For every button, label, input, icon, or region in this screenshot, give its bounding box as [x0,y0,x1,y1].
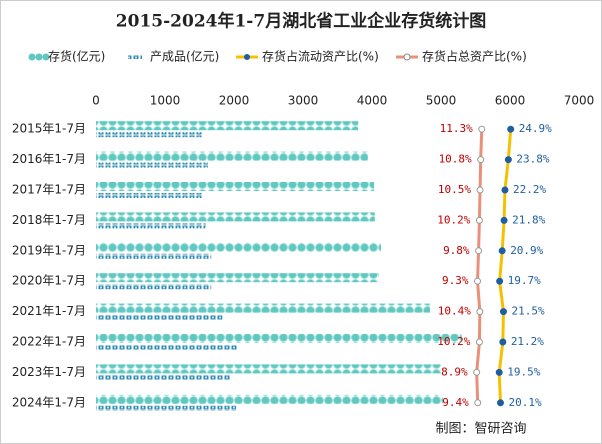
data-label: 24.9% [519,122,552,135]
y-tick-label: 2021年1-7月 [12,304,86,318]
point [473,368,481,376]
data-label: 23.8% [516,153,549,166]
x-tick-label: 2000 [219,94,250,108]
point [501,186,509,194]
x-tick-label: 4000 [357,94,388,108]
data-label: 21.5% [511,305,544,318]
x-tick-label: 3000 [288,94,319,108]
point [476,186,484,194]
data-label: 11.3% [440,122,473,135]
line [475,129,484,403]
point [499,308,507,316]
bar [96,121,359,131]
data-label: 21.2% [511,335,544,348]
x-tick-label: 0 [92,94,100,108]
legend-swatch [42,53,50,61]
x-tick-label: 7000 [564,94,595,108]
data-label: 20.1% [508,396,541,409]
data-label: 19.7% [508,274,541,287]
chart-title: 2015-2024年1-7月湖北省工业企业存货统计图 [116,11,486,32]
data-label: 9.8% [443,244,470,257]
point [475,338,483,346]
legend-label: 存货占总资产比(%) [422,49,527,64]
bar [96,253,212,259]
data-label: 9.4% [442,396,469,409]
y-tick-label: 2015年1-7月 [12,122,86,136]
bar [96,132,203,138]
bar [96,334,462,343]
data-label: 10.2% [437,335,470,348]
y-tick-label: 2022年1-7月 [12,335,86,349]
x-tick-label: 6000 [495,94,526,108]
y-tick-label: 2019年1-7月 [12,243,86,257]
data-label: 10.5% [438,183,471,196]
point [496,277,504,285]
bar [96,303,430,313]
bar [96,364,441,374]
legend-swatch [28,53,36,61]
data-label: 10.8% [439,153,472,166]
point [477,156,485,164]
data-label: 22.2% [513,183,546,196]
point [475,216,483,224]
y-tick-label: 2020年1-7月 [12,274,86,288]
bar [96,193,203,198]
data-label: 9.3% [442,274,469,287]
point [476,308,484,316]
y-tick-label: 2017年1-7月 [12,183,86,197]
legend-label: 存货占流动资产比(%) [262,49,379,64]
legend-swatch [244,54,250,60]
data-label: 10.4% [438,305,471,318]
bar [96,182,375,191]
y-tick-label: 2018年1-7月 [12,213,86,227]
y-tick-label: 2024年1-7月 [12,395,86,409]
bar [96,212,375,222]
bar [96,273,379,283]
point [474,399,482,407]
bar [96,223,206,229]
bar [96,345,237,350]
point [499,338,507,346]
point [495,368,503,376]
y-tick-label: 2023年1-7月 [12,365,86,379]
bar [96,405,237,411]
data-label: 19.5% [507,365,540,378]
point [507,125,515,133]
legend-swatch [403,53,411,61]
data-label: 10.2% [437,213,470,226]
data-label: 21.8% [512,213,545,226]
bar [96,375,230,381]
legend-label: 存货(亿元) [48,49,105,64]
point [475,247,483,255]
x-tick-label: 5000 [426,94,457,108]
data-label: 8.9% [441,365,468,378]
source: 制图：智研咨询 [435,422,526,437]
point [478,125,486,133]
legend-swatch [35,53,43,61]
legend-label: 产成品(亿元) [150,49,219,64]
bar [96,162,208,168]
point [504,156,512,164]
y-tick-label: 2016年1-7月 [12,152,86,166]
legend-swatch [128,55,142,59]
point [498,247,506,255]
point [496,399,504,407]
bar [96,151,368,161]
bar [96,394,444,404]
line [497,129,513,403]
point [474,277,482,285]
bar [96,314,223,320]
bar [96,284,212,290]
point [500,216,508,224]
data-label: 20.9% [510,244,543,257]
x-tick-label: 1000 [150,94,181,108]
bar [96,242,381,252]
